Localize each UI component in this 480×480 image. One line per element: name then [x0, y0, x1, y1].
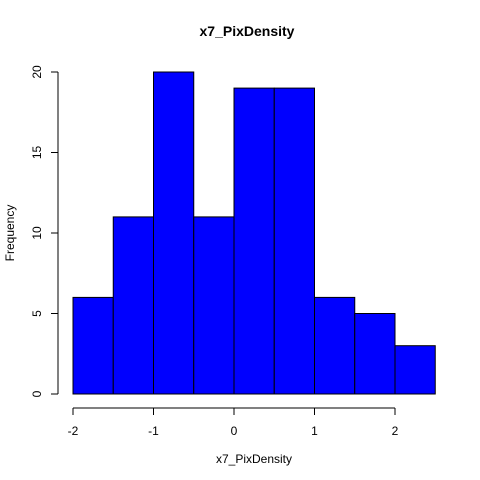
histogram-bar [394, 345, 436, 395]
y-tick-label: 0 [30, 390, 44, 397]
x-axis-label: x7_PixDensity [216, 452, 292, 466]
x-tick-label: 2 [392, 424, 399, 438]
histogram-bar [193, 216, 235, 395]
y-tick-label: 15 [30, 146, 44, 160]
histogram-bar [314, 296, 356, 395]
histogram-bar [233, 87, 275, 395]
x-axis: -2 -1 0 1 2 [68, 407, 399, 438]
x-tick-label: -1 [148, 424, 159, 438]
x-tick-label: 1 [311, 424, 318, 438]
histogram-bar [112, 216, 154, 395]
histogram-bar [354, 313, 396, 395]
y-tick-label: 5 [30, 310, 44, 317]
bars-group [72, 71, 436, 395]
y-axis: 0 5 10 15 20 [30, 65, 59, 397]
histogram-bar [273, 87, 315, 395]
histogram-bar [72, 296, 114, 395]
x-tick-label: -2 [68, 424, 79, 438]
chart-title: x7_PixDensity [200, 23, 295, 39]
y-axis-label: Frequency [3, 205, 17, 262]
x-tick-label: 0 [231, 424, 238, 438]
histogram-bar [153, 71, 195, 395]
y-tick-label: 10 [30, 226, 44, 240]
y-tick-label: 20 [30, 65, 44, 79]
